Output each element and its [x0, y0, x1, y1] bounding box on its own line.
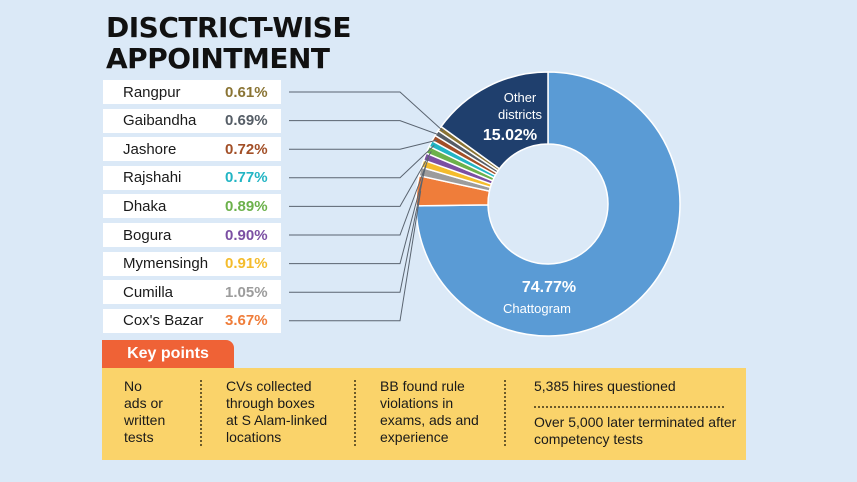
legend-value: 0.69% [225, 112, 268, 130]
legend-label: Jashore [123, 140, 177, 158]
key-point-3: BB found rule violations in exams, ads a… [380, 378, 479, 446]
kp2-line: CVs collected [226, 378, 312, 394]
legend-label: Cumilla [123, 283, 174, 301]
kp2-line: through boxes [226, 395, 315, 411]
slice-other-districts [440, 71, 549, 170]
legend-label: Bogura [123, 226, 172, 244]
legend-value: 0.89% [225, 197, 268, 215]
leader-line-rajshahi [289, 144, 435, 179]
divider [200, 380, 202, 446]
kp3-line: violations in [380, 395, 454, 411]
legend-label: Rangpur [123, 83, 181, 101]
value-other-districts: 15.02% [483, 127, 537, 144]
kp1-line: No [124, 378, 142, 394]
leader-line-dhaka [289, 151, 432, 207]
legend-label: Dhaka [123, 197, 167, 215]
divider [504, 380, 506, 446]
label-chattogram: Chattogram [503, 301, 571, 316]
legend-value: 0.91% [225, 255, 268, 273]
leader-line-cumilla [289, 172, 425, 293]
kp3-line: exams, ads and [380, 412, 479, 428]
label-other-districts-1: Other [504, 90, 537, 105]
legend-item-cox-s-bazar: Cox's Bazar 3.67% [103, 308, 281, 333]
key-point-2: CVs collected through boxes at S Alam-li… [226, 378, 327, 446]
key-points-header: Key points [102, 340, 234, 368]
legend-value: 0.90% [225, 226, 268, 244]
legend-label: Cox's Bazar [123, 312, 204, 330]
legend-item-mymensingh: Mymensingh 0.91% [103, 251, 281, 276]
leader-line-bogura [289, 157, 430, 236]
kp1-line: tests [124, 429, 154, 445]
kp2-line: locations [226, 429, 282, 445]
legend-value: 3.67% [225, 312, 268, 330]
leader-line-jashore [289, 139, 438, 150]
label-other-districts-2: districts [498, 107, 543, 122]
legend-item-gaibandha: Gaibandha 0.69% [103, 108, 281, 133]
key-point-1: No ads or written tests [124, 378, 165, 446]
divider [534, 406, 724, 408]
kp3-line: experience [380, 429, 449, 445]
kp2-line: at S Alam-linked [226, 412, 328, 428]
leader-line-gaibandha [289, 120, 441, 136]
legend-label: Gaibandha [123, 112, 197, 130]
legend-item-bogura: Bogura 0.90% [103, 223, 281, 247]
chart-title: DISCTRICT-WISE APPOINTMENT [106, 12, 351, 74]
legend-value: 0.61% [225, 83, 268, 101]
title-line-2: APPOINTMENT [106, 42, 330, 75]
legend-label: Rajshahi [123, 169, 182, 187]
kp1-line: written [124, 412, 166, 428]
legend-value: 1.05% [225, 283, 268, 301]
slice-chattogram [415, 71, 681, 337]
kp3-line: BB found rule [380, 378, 465, 394]
key-points-box: No ads or written tests CVs collected th… [102, 368, 746, 460]
divider [354, 380, 356, 446]
legend-item-dhaka: Dhaka 0.89% [103, 194, 281, 219]
legend-value: 0.72% [225, 140, 268, 158]
legend-item-jashore: Jashore 0.72% [103, 137, 281, 162]
key-point-4: 5,385 hires questioned [534, 378, 676, 394]
legend-value: 0.77% [225, 169, 268, 187]
kp1-line: ads or [124, 395, 163, 411]
key-point-5: Over 5,000 later terminated after compet… [534, 414, 736, 448]
legend-item-cumilla: Cumilla 1.05% [103, 280, 281, 305]
leader-line-rangpur [289, 91, 444, 132]
value-chattogram: 74.77% [522, 279, 576, 296]
kp5-line: competency tests [534, 431, 643, 447]
legend-item-rajshahi: Rajshahi 0.77% [103, 165, 281, 190]
kp5-line: Over 5,000 later terminated after [534, 414, 737, 430]
title-line-1: DISCTRICT-WISE [106, 11, 351, 44]
leader-line-mymensingh [289, 164, 427, 265]
leader-line-cox-s-bazar [289, 191, 422, 322]
legend-label: Mymensingh [123, 255, 209, 273]
legend-item-rangpur: Rangpur 0.61% [103, 80, 281, 104]
